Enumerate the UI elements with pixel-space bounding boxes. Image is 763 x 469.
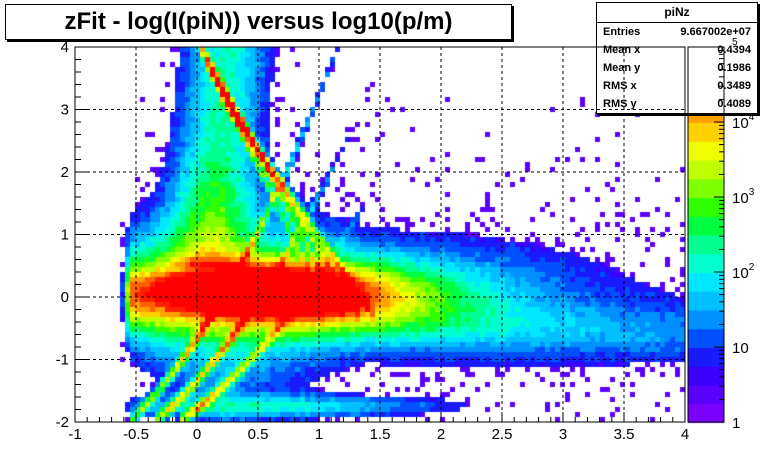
y-tick-label: 0 bbox=[61, 289, 69, 306]
x-tick-label: 3 bbox=[559, 426, 567, 443]
colorbar-tick-label: 102 bbox=[732, 262, 755, 282]
x-tick-label: -0.5 bbox=[123, 426, 149, 443]
stats-value: 0.4394 bbox=[717, 44, 751, 56]
y-tick-label: -1 bbox=[56, 352, 69, 369]
stats-row-rms-x: RMS x 0.3489 bbox=[597, 77, 757, 95]
stats-label: RMS y bbox=[603, 98, 637, 110]
x-tick-label: 0 bbox=[193, 426, 201, 443]
colorbar-tick-label: 10 bbox=[732, 340, 749, 357]
x-tick-label: 1.5 bbox=[370, 426, 391, 443]
x-tick-label: 3.5 bbox=[614, 426, 635, 443]
stats-row-mean-y: Mean y 0.1986 bbox=[597, 59, 757, 77]
stats-label: RMS x bbox=[603, 80, 637, 92]
colorbar-tick-label: 103 bbox=[732, 187, 755, 207]
y-tick-label: 4 bbox=[61, 39, 69, 56]
stats-box: piNz Entries 9.667002e+07 Mean x 0.4394 … bbox=[596, 2, 758, 114]
x-tick-label: 0.5 bbox=[248, 426, 269, 443]
colorbar-tick-label: 104 bbox=[732, 112, 755, 132]
y-tick-label: 3 bbox=[61, 102, 69, 119]
colorbar-frame bbox=[687, 46, 725, 423]
stats-label: Mean y bbox=[603, 62, 641, 74]
stats-row-entries: Entries 9.667002e+07 bbox=[597, 23, 757, 41]
stats-value: 9.667002e+07 bbox=[680, 26, 751, 38]
stats-row-rms-y: RMS y 0.4089 bbox=[597, 95, 757, 113]
x-tick-label: 1 bbox=[315, 426, 323, 443]
stats-value: 0.4089 bbox=[717, 98, 751, 110]
stats-value: 0.3489 bbox=[717, 80, 751, 92]
chart-title-text: zFit - log(I(piN)) versus log10(p/m) bbox=[64, 8, 453, 35]
stats-label: Entries bbox=[603, 26, 641, 38]
y-tick-label: 2 bbox=[61, 164, 69, 181]
y-tick-label: -2 bbox=[56, 414, 69, 431]
colorbar-tick-label: 5 bbox=[732, 37, 738, 48]
x-tick-label: 2.5 bbox=[492, 426, 513, 443]
x-tick-label: 4 bbox=[681, 426, 689, 443]
y-tick-label: 1 bbox=[61, 227, 69, 244]
stats-value: 0.1986 bbox=[717, 62, 751, 74]
colorbar-tick-label: 1 bbox=[732, 415, 740, 432]
x-tick-label: -1 bbox=[68, 426, 81, 443]
chart-title: zFit - log(I(piN)) versus log10(p/m) bbox=[5, 4, 512, 40]
stats-name: piNz bbox=[597, 3, 757, 23]
x-tick-label: 2 bbox=[437, 426, 445, 443]
